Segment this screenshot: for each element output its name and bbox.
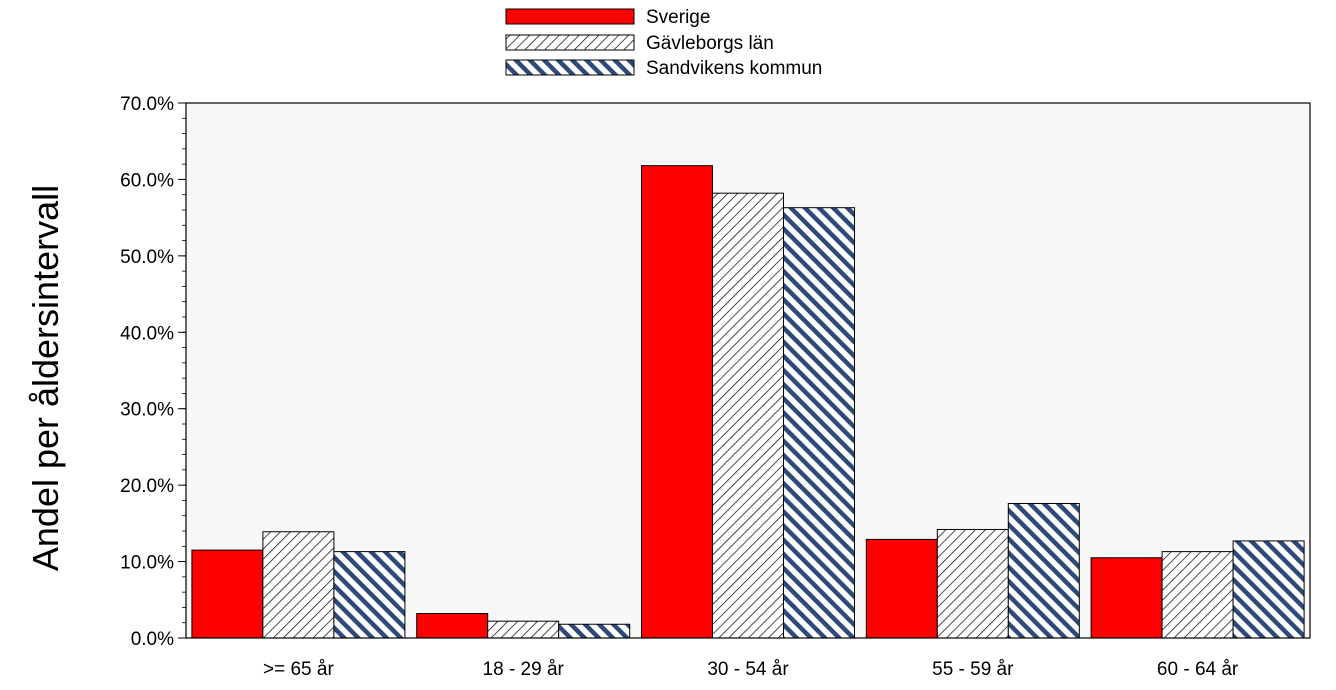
y-axis: 0.0% 10.0% 20.0% 30.0% 40.0% 50.0% 60.0% 70.0% <box>120 94 186 650</box>
y-tick-label: 20.0% <box>120 476 174 497</box>
bar-2-3 <box>1007 502 1080 639</box>
bar-1-4 <box>1161 551 1234 639</box>
y-tick-label: 30.0% <box>120 400 174 421</box>
legend-label-sverige: Sverige <box>646 7 710 28</box>
bar-2-1 <box>558 623 631 639</box>
y-tick-label: 0.0% <box>131 629 174 650</box>
x-axis: >= 65 år 18 - 29 år 30 - 54 år 55 - 59 år 60… <box>263 659 1239 680</box>
legend-swatch-sandviken <box>505 59 635 76</box>
x-tick-label: 30 - 54 år <box>707 659 789 680</box>
bar-1-3 <box>936 528 1009 639</box>
bar-2-2 <box>783 207 855 639</box>
bar-2-0 <box>333 551 406 639</box>
bar-0-1 <box>416 613 489 639</box>
legend-label-gavleborg: Gävleborgs län <box>646 33 774 54</box>
bar-1-0 <box>262 531 335 639</box>
bar-0-4 <box>1090 557 1163 639</box>
plot-frame <box>185 102 1311 639</box>
bar-0-0 <box>191 549 264 639</box>
x-tick-label: 55 - 59 år <box>932 659 1014 680</box>
legend-swatch-sverige <box>505 8 635 25</box>
bar-1-1 <box>487 620 560 639</box>
bar-2-4 <box>1232 540 1305 639</box>
y-tick-label: 50.0% <box>120 247 174 268</box>
legend: Sverige Gävleborgs län Sandvikens kommun <box>505 7 822 79</box>
y-tick-label: 60.0% <box>120 170 174 191</box>
bars-group <box>191 165 1305 639</box>
x-tick-label: 60 - 64 år <box>1157 659 1239 680</box>
legend-swatch-gavleborg <box>505 34 635 51</box>
y-tick-label: 10.0% <box>120 553 174 574</box>
bar-0-3 <box>865 538 938 639</box>
x-tick-label: >= 65 år <box>263 659 334 680</box>
bar-1-2 <box>712 192 784 639</box>
legend-label-sandviken: Sandvikens kommun <box>646 58 822 79</box>
y-tick-label: 70.0% <box>120 94 174 115</box>
bar-0-2 <box>641 165 713 639</box>
x-tick-label: 18 - 29 år <box>483 659 565 680</box>
y-axis-title: Andel per åldersintervall <box>25 185 66 571</box>
y-tick-label: 40.0% <box>120 323 174 344</box>
